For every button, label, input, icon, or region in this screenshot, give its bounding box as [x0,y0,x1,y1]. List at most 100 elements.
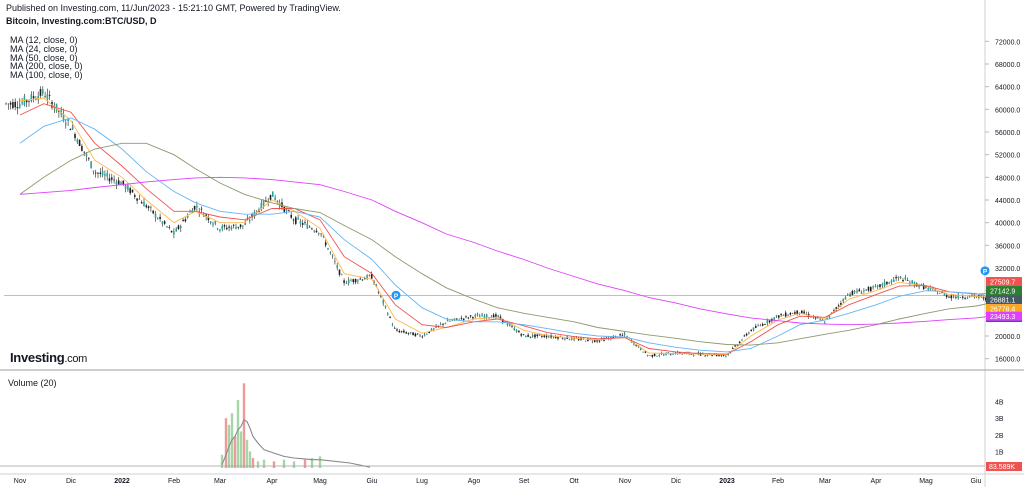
candle-body [14,101,16,108]
candle-body [483,315,486,319]
candle-body [35,99,37,100]
candle-body [653,353,656,357]
candle-body [377,291,380,293]
volume-bar [248,451,252,468]
volume-bar [236,399,240,468]
candle-body [364,278,366,280]
candle-body [311,228,313,230]
candle-body [557,337,559,339]
candle-body [216,228,219,230]
candle-body [879,284,881,288]
candle-body [591,341,594,342]
legend-ma24[interactable]: MA (24, close, 0) [10,43,78,54]
candle-body [368,275,371,277]
candle-body [451,320,453,321]
candle-body [108,178,111,182]
candle-body [819,318,821,320]
candle-body [543,335,545,337]
candle-body [718,355,720,356]
candle-body [412,332,414,336]
candle-body [867,287,870,291]
ma-legend: MA (12, close, 0) MA (24, close, 0) MA (… [10,36,83,80]
candle-body [837,305,840,307]
candle-body [442,323,444,325]
ma200-line [19,176,992,326]
candle-body [962,296,964,298]
candle-body [161,221,164,224]
candle-body [768,320,771,323]
candle-body [209,221,212,224]
candle-body [163,221,166,224]
candle-body [895,276,897,279]
candle-body [400,330,403,332]
candle-body [347,279,350,284]
candle-body [780,314,782,316]
candle-body [129,188,131,194]
candle-body [534,334,536,338]
candle-body [147,206,150,209]
candle-body [19,104,21,108]
candle-body [177,225,180,230]
candle-body [826,318,828,319]
candle-body [893,279,895,283]
candle-body [5,103,7,104]
candle-body [863,290,865,292]
candle-body [352,279,355,283]
candle-body [12,102,14,109]
candle-body [860,292,863,294]
x-tick-label: Ago [468,478,481,485]
candle-body [886,281,888,285]
logo-suffix: .com [64,353,88,365]
candle-body [42,89,44,94]
x-tick-label: Dic [66,478,77,485]
candle-body [359,278,361,280]
candle-body [25,99,28,103]
x-tick-label: Giu [971,478,982,485]
candle-body [456,318,458,320]
candle-body [9,102,12,105]
candle-body [679,352,681,354]
candle-body [237,226,240,228]
candle-body [552,336,555,338]
investing-logo: Investing.com [10,350,87,365]
volume-tick-label: 4B [995,400,1004,407]
candle-body [571,337,573,340]
candle-body [39,89,42,96]
candle-body [651,354,654,357]
candle-body [403,330,405,333]
candle-body [260,202,263,210]
candle-body [621,334,624,336]
candle-body [396,329,398,331]
candle-body [692,355,695,356]
candle-body [453,318,456,320]
volume-ma-line [221,419,371,468]
y-tick-label: 52000.0 [995,153,1020,160]
candle-body [876,284,879,287]
legend-ma12[interactable]: MA (12, close, 0) [10,35,78,45]
candle-body [338,269,341,275]
candle-body [439,324,442,326]
candle-body [467,317,470,319]
candle-body [596,340,598,342]
legend-ma50[interactable]: MA (50, close, 0) [10,52,78,63]
candle-body [564,338,566,340]
candle-body [437,325,440,327]
y-tick-label: 32000.0 [995,266,1020,273]
legend-ma200[interactable]: MA (200, close, 0) [10,61,83,72]
candle-body [925,286,927,288]
candle-body [743,335,746,337]
candle-body [883,281,886,286]
y-tick-label: 40000.0 [995,221,1020,228]
candle-body [794,312,796,314]
legend-ma100[interactable]: MA (100, close, 0) [10,70,83,81]
candle-body [269,194,272,200]
candle-body [67,119,69,122]
candle-body [672,354,674,355]
x-tick-label: Apr [871,478,883,485]
candle-body [120,182,122,185]
candle-body [30,94,33,102]
volume-bar [220,454,224,468]
candle-body [738,341,741,344]
